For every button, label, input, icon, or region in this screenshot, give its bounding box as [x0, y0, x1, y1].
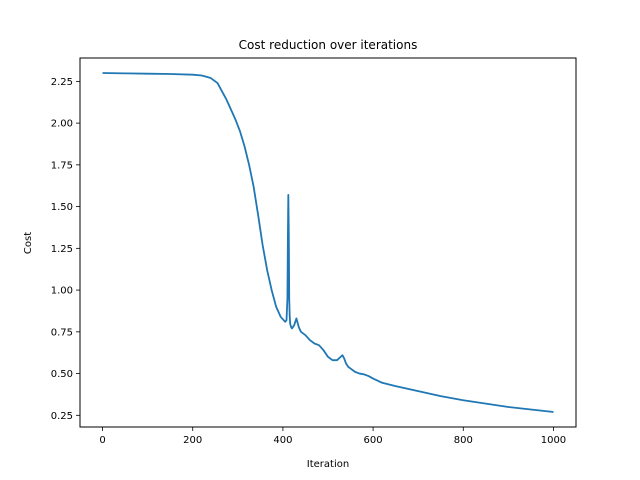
y-tick-label: 1.75	[51, 160, 73, 171]
series-line	[102, 72, 554, 413]
axes-frame	[79, 57, 577, 428]
y-tick-label: 1.25	[51, 244, 73, 255]
chart-title: Cost reduction over iterations	[239, 38, 418, 52]
y-tick-label: 1.50	[51, 202, 73, 213]
x-tick-label: 600	[364, 435, 383, 446]
y-tick-label: 2.25	[51, 77, 73, 88]
y-tick-label: 0.25	[51, 411, 73, 422]
y-tick-label: 2.00	[51, 119, 73, 130]
x-tick-label: 800	[454, 435, 473, 446]
x-tick-label: 400	[273, 435, 292, 446]
x-axis-label: Iteration	[307, 459, 349, 470]
plot-area	[102, 72, 554, 413]
y-axis-label: Cost	[23, 232, 34, 254]
x-tick-label: 200	[183, 435, 202, 446]
y-tick-label: 0.50	[51, 369, 73, 380]
y-axis: 0.25 0.50 0.75 1.00 1.25 1.50 1.75 2.00 2.25	[51, 77, 80, 422]
x-axis: 0 200 400 600 800 1000	[99, 427, 566, 446]
y-tick-label: 1.00	[51, 286, 73, 297]
y-tick-label: 0.75	[51, 327, 73, 338]
x-tick-label: 1000	[541, 435, 566, 446]
x-tick-label: 0	[99, 435, 105, 446]
